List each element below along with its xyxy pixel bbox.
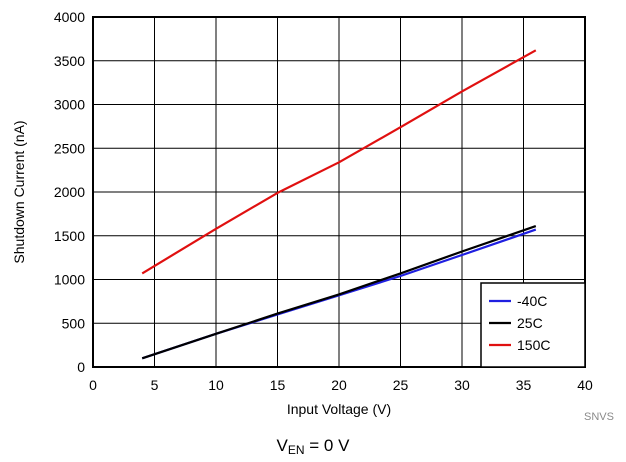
y-tick-label: 0: [77, 359, 85, 375]
legend-entry: -40C: [517, 293, 547, 309]
y-tick-label: 1500: [54, 228, 85, 244]
x-axis-ticks: 0 5 10 15 20 25 30 35 40: [89, 377, 593, 393]
y-axis-label: Shutdown Current (nA): [11, 120, 27, 263]
y-tick-label: 1000: [54, 272, 85, 288]
legend: -40C 25C 150C: [480, 282, 586, 368]
caption-subscript: EN: [287, 443, 305, 457]
plot-frame: [92, 16, 586, 368]
legend-entry: 150C: [517, 337, 550, 353]
series-lines: [141, 49, 537, 360]
x-tick-label: 5: [151, 377, 159, 393]
y-tick-label: 4000: [54, 9, 85, 25]
condition-caption: VEN = 0 V: [0, 436, 626, 457]
x-tick-label: 35: [516, 377, 532, 393]
y-tick-label: 2000: [54, 184, 85, 200]
x-tick-label: 40: [577, 377, 593, 393]
y-tick-label: 2500: [54, 140, 85, 156]
x-axis-label: Input Voltage (V): [287, 401, 391, 417]
legend-entry: 25C: [517, 315, 543, 331]
legend-box: [480, 282, 586, 368]
x-tick-label: 10: [208, 377, 224, 393]
caption-rest: = 0 V: [304, 436, 350, 455]
grid: [93, 17, 585, 367]
x-tick-label: 0: [89, 377, 97, 393]
y-tick-label: 3000: [54, 97, 85, 113]
y-tick-label: 3500: [54, 53, 85, 69]
series-line-150C: [141, 49, 537, 275]
source-note: SNVS: [584, 411, 614, 423]
caption-main: V: [276, 436, 288, 455]
series-line-25C: [141, 225, 537, 360]
x-tick-label: 15: [270, 377, 286, 393]
x-tick-label: 30: [454, 377, 470, 393]
x-tick-label: 20: [331, 377, 347, 393]
y-axis-ticks: 0 500 1000 1500 2000 2500 3000 3500 4000: [54, 9, 85, 375]
x-tick-label: 25: [393, 377, 409, 393]
y-tick-label: 500: [62, 315, 86, 331]
